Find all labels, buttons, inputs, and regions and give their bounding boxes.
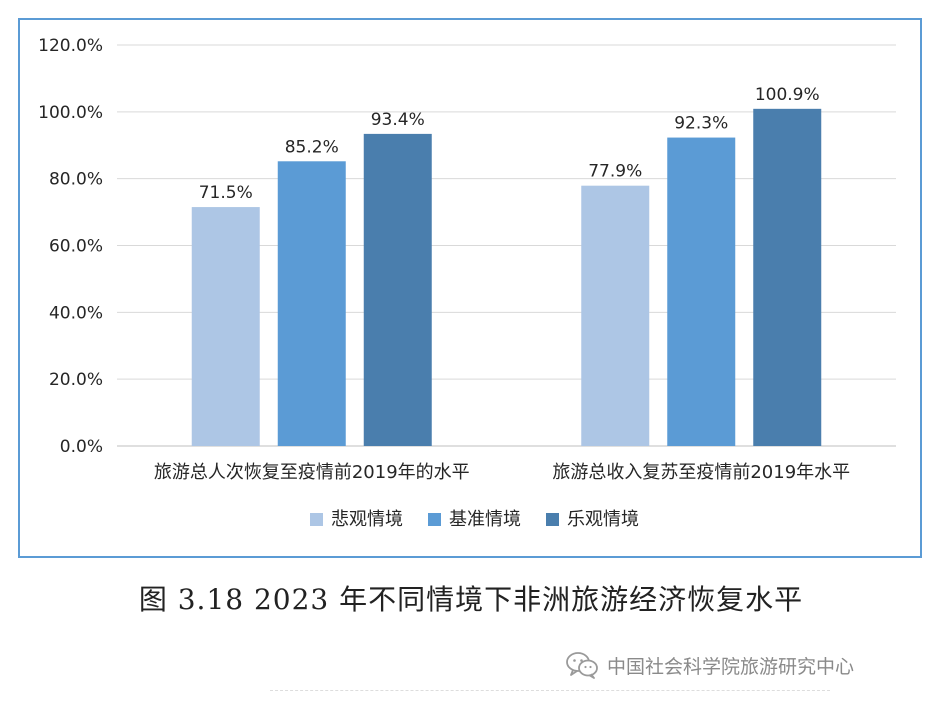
data-label: 85.2% bbox=[285, 137, 339, 157]
bar bbox=[363, 133, 432, 446]
watermark: 中国社会科学院旅游研究中心 bbox=[565, 648, 854, 682]
y-tick-label: 20.0% bbox=[49, 370, 103, 390]
bottom-divider bbox=[270, 690, 830, 691]
data-label: 71.5% bbox=[199, 183, 253, 203]
x-category-label: 旅游总人次恢复至疫情前2019年的水平 bbox=[154, 462, 470, 483]
bar bbox=[667, 137, 736, 447]
data-label: 93.4% bbox=[371, 110, 425, 130]
legend-swatch bbox=[546, 513, 559, 526]
watermark-text: 中国社会科学院旅游研究中心 bbox=[607, 655, 855, 678]
legend-label: 悲观情境 bbox=[331, 509, 403, 530]
data-label: 77.9% bbox=[588, 162, 642, 182]
figure-caption: 图 3.18 2023 年不同情境下非洲旅游经济恢复水平 bbox=[138, 583, 804, 616]
bar bbox=[581, 185, 650, 446]
y-tick-label: 60.0% bbox=[49, 237, 103, 257]
bar-chart: 0.0% 20.0% 40.0% 60.0% 80.0% 100.0% 120.0% 71.5… bbox=[38, 36, 896, 530]
x-category-label: 旅游总收入复苏至疫情前2019年水平 bbox=[552, 462, 850, 483]
y-tick-label: 100.0% bbox=[38, 103, 103, 123]
y-tick-label: 80.0% bbox=[49, 170, 103, 190]
bar bbox=[191, 207, 260, 446]
y-tick-label: 40.0% bbox=[49, 303, 103, 323]
wechat-icon bbox=[566, 652, 598, 679]
legend-label: 基准情境 bbox=[449, 509, 521, 530]
y-tick-label: 120.0% bbox=[38, 36, 103, 56]
bar bbox=[753, 108, 822, 446]
legend-swatch bbox=[310, 513, 323, 526]
data-label: 100.9% bbox=[755, 85, 820, 105]
legend-label: 乐观情境 bbox=[567, 509, 639, 530]
legend-swatch bbox=[428, 513, 441, 526]
y-tick-label: 0.0% bbox=[60, 437, 103, 457]
data-label: 92.3% bbox=[674, 114, 728, 134]
bar bbox=[277, 161, 346, 447]
chart-frame: 0.0% 20.0% 40.0% 60.0% 80.0% 100.0% 120.0% 71.5… bbox=[18, 18, 922, 558]
